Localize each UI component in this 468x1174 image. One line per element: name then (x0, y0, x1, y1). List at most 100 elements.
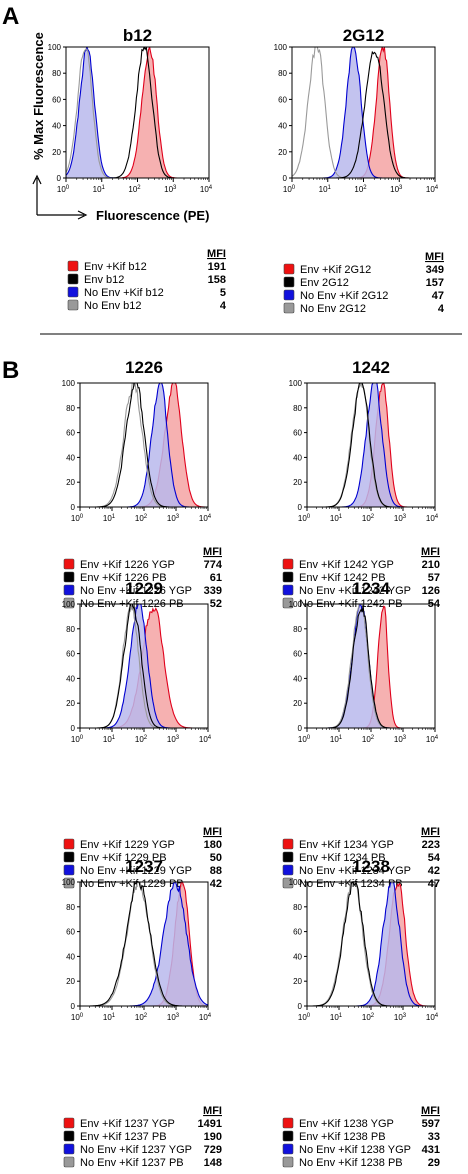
x-tick-label: 100 (298, 735, 311, 744)
y-tick-label: 80 (66, 404, 75, 413)
y-tick-label: 40 (293, 952, 302, 961)
mfi-header: MFI (421, 826, 440, 838)
axis-arrows (32, 174, 88, 220)
legend-label: No Env +Kif 1237 YGP (80, 1144, 192, 1156)
x-tick-label: 100 (283, 185, 296, 194)
histogram-curves (80, 882, 208, 1006)
histogram-blue (80, 882, 208, 1006)
legend-swatch-black (67, 273, 79, 285)
histogram-red (66, 47, 209, 178)
legend-swatch-black (63, 571, 75, 583)
histogram-curves (307, 383, 435, 507)
x-tick-label: 100 (298, 1013, 311, 1022)
y-tick-label: 0 (71, 503, 76, 512)
x-tick-label: 103 (390, 185, 403, 194)
legend-mfi-value: 57 (428, 572, 440, 584)
chart-1234: 1234 0 20 40 60 80 100 100 101 102 103 104 MFI Env +K… (282, 579, 441, 890)
y-tick-label: 60 (293, 429, 302, 438)
legend-swatch-blue (282, 584, 294, 596)
legend-label: No Env +Kif 1234 YGP (299, 865, 411, 877)
legend-mfi-value: 50 (210, 852, 222, 864)
x-tick-label: 100 (71, 514, 84, 523)
legend-mfi-value: 191 (208, 261, 226, 273)
x-tick-label: 101 (330, 1013, 343, 1022)
legend-swatch-gray (63, 877, 75, 889)
legend: MFI Env +Kif 1242 YGP 210 Env +Kif 1242 PB 5… (282, 546, 441, 610)
legend-swatch-blue (67, 286, 79, 298)
legend-label: No Env +Kif 1237 PB (80, 1157, 184, 1169)
legend-mfi-value: 157 (426, 277, 444, 289)
x-tick-label: 103 (394, 1013, 407, 1022)
legend-label: Env +Kif 1229 PB (80, 852, 167, 864)
histogram-curves (292, 47, 435, 178)
legend-swatch-gray (282, 1156, 294, 1168)
legend-label: No Env +Kif 1229 PB (80, 878, 184, 890)
legend-swatch-red (63, 1117, 75, 1129)
chart-2G12: 2G12 0 20 40 60 80 100 100 101 102 103 104 MFI Env +K… (274, 26, 445, 315)
y-tick-label: 20 (293, 977, 302, 986)
legend-mfi-value: 223 (422, 839, 440, 851)
legend-mfi-value: 4 (220, 300, 227, 312)
legend-mfi-value: 597 (422, 1118, 440, 1130)
legend-label: Env +Kif 2G12 (300, 264, 371, 276)
legend: MFI Env +Kif 2G12 349 Env 2G12 157 No Env +Ki… (283, 251, 445, 315)
histogram-blue (80, 604, 208, 728)
y-tick-label: 80 (293, 903, 302, 912)
histogram-curves (66, 47, 209, 178)
legend-swatch-blue (63, 1143, 75, 1155)
x-tick-label: 104 (199, 1013, 212, 1022)
x-tick-label: 102 (362, 514, 375, 523)
legend-label: No Env +Kif 1226 YGP (80, 585, 192, 597)
y-tick-label: 40 (66, 453, 75, 462)
legend-label: Env +Kif 1237 YGP (80, 1118, 175, 1130)
y-tick-label: 80 (66, 903, 75, 912)
legend: MFI Env +Kif 1238 YGP 597 Env +Kif 1238 PB 3… (282, 1105, 440, 1169)
x-tick-label: 100 (71, 1013, 84, 1022)
y-tick-label: 100 (274, 43, 288, 52)
histogram-blue (292, 47, 435, 178)
y-tick-label: 20 (66, 977, 75, 986)
legend-label: Env +Kif 1238 PB (299, 1131, 386, 1143)
legend-label: Env +Kif 1229 YGP (80, 839, 175, 851)
legend-swatch-gray (63, 597, 75, 609)
histogram-black (80, 882, 208, 1006)
y-tick-label: 100 (289, 600, 303, 609)
x-tick-label: 100 (57, 185, 70, 194)
x-tick-label: 102 (128, 185, 141, 194)
x-tick-label: 101 (103, 1013, 116, 1022)
legend-mfi-value: 349 (426, 264, 444, 276)
legend-label: Env +Kif 1234 YGP (299, 839, 394, 851)
legend-label: Env +Kif 1238 YGP (299, 1118, 394, 1130)
mfi-header: MFI (203, 546, 222, 558)
panel-a-letter: A (2, 3, 19, 30)
legend-label: No Env +Kif 1238 YGP (299, 1144, 411, 1156)
x-tick-label: 102 (362, 1013, 375, 1022)
legend-label: Env +Kif 1226 PB (80, 572, 167, 584)
legend-mfi-value: 5 (220, 287, 226, 299)
legend-mfi-value: 33 (428, 1131, 440, 1143)
y-tick-label: 0 (298, 503, 303, 512)
legend-mfi-value: 774 (204, 559, 223, 571)
chart-title: 1238 (352, 857, 390, 876)
legend-mfi-value: 42 (428, 865, 440, 877)
y-tick-label: 80 (52, 69, 61, 78)
y-tick-label: 40 (52, 122, 61, 131)
legend-mfi-value: 210 (422, 559, 440, 571)
legend-mfi-value: 729 (204, 1144, 222, 1156)
legend-mfi-value: 190 (204, 1131, 222, 1143)
legend: MFI Env +Kif 1226 YGP 774 Env +Kif 1226 PB 6… (63, 546, 223, 610)
x-tick-label: 103 (167, 735, 180, 744)
x-tick-label: 102 (135, 1013, 148, 1022)
histogram-gray (307, 882, 435, 1006)
x-tick-label: 103 (167, 1013, 180, 1022)
x-tick-label: 102 (354, 185, 367, 194)
x-tick-label: 103 (394, 735, 407, 744)
legend-mfi-value: 180 (204, 839, 222, 851)
legend-mfi-value: 339 (204, 585, 222, 597)
mfi-header: MFI (425, 251, 444, 263)
y-tick-label: 0 (298, 1002, 303, 1011)
y-tick-label: 20 (293, 478, 302, 487)
y-tick-label: 80 (293, 625, 302, 634)
x-tick-label: 102 (362, 735, 375, 744)
